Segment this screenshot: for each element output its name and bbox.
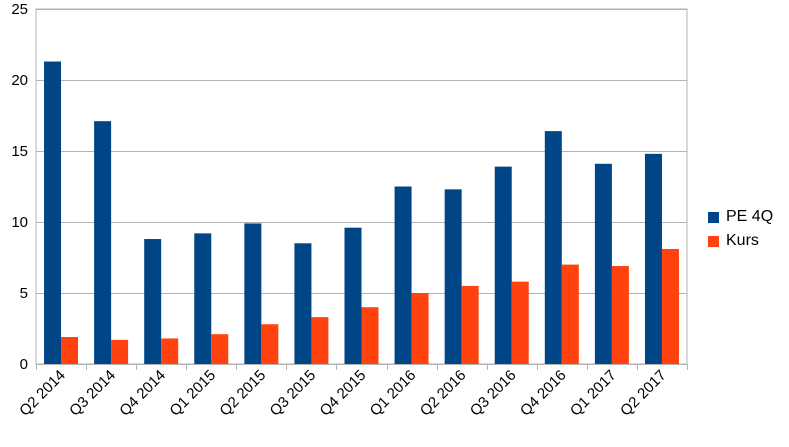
bar-pe-4q: [44, 61, 62, 364]
bar-kurs: [61, 337, 79, 364]
bar-pe-4q: [494, 166, 512, 364]
y-tick-label: 20: [11, 72, 28, 89]
bar-kurs: [161, 338, 179, 364]
legend-label-pe-4q: PE 4Q: [726, 208, 774, 225]
x-tick-label: Q3 2015: [267, 367, 320, 420]
bar-pe-4q: [144, 239, 162, 364]
bar-pe-4q: [94, 121, 112, 365]
x-tick-label: Q3 2014: [66, 367, 119, 420]
bar-pe-4q: [194, 233, 212, 364]
x-tick-label: Q1 2015: [166, 367, 219, 420]
x-tick-label: Q4 2016: [517, 367, 570, 420]
bar-kurs: [361, 307, 379, 364]
x-tick-label: Q4 2015: [317, 367, 370, 420]
bar-kurs: [511, 281, 529, 364]
y-tick-label: 0: [20, 356, 28, 373]
y-tick-label: 25: [11, 1, 28, 18]
legend-item-pe-4q: PE 4Q: [708, 205, 773, 229]
x-tick-label: Q2 2014: [16, 367, 69, 420]
legend-swatch-pe-4q: [708, 211, 719, 223]
legend-item-kurs: Kurs: [708, 229, 773, 253]
x-tick-label: Q2 2016: [417, 367, 470, 420]
bar-kurs: [611, 266, 629, 364]
bar-pe-4q: [644, 153, 662, 364]
bar-pe-4q: [544, 131, 562, 364]
x-tick-label: Q2 2017: [617, 367, 670, 420]
legend: PE 4Q Kurs: [708, 205, 773, 253]
bar-kurs: [261, 324, 279, 364]
x-tick-label: Q2 2015: [216, 367, 269, 420]
bar-kurs: [561, 264, 579, 364]
bar-kurs: [461, 285, 479, 364]
bar-pe-4q: [394, 186, 412, 364]
bar-pe-4q: [244, 223, 262, 364]
y-tick-label: 15: [11, 143, 28, 160]
bar-kurs: [411, 293, 429, 364]
bar-pe-4q: [444, 189, 462, 364]
bar-pe-4q: [594, 163, 612, 364]
bar-kurs: [111, 339, 129, 364]
bar-kurs: [311, 317, 329, 364]
bar-kurs: [211, 334, 229, 364]
x-tick-label: Q1 2016: [367, 367, 420, 420]
bar-kurs: [661, 248, 679, 364]
y-tick-label: 10: [11, 214, 28, 231]
x-tick-label: Q3 2016: [467, 367, 520, 420]
legend-swatch-kurs: [708, 235, 719, 247]
bar-pe-4q: [294, 243, 312, 364]
legend-label-kurs: Kurs: [726, 232, 759, 249]
x-tick-label: Q4 2014: [116, 367, 169, 420]
x-tick-label: Q1 2017: [567, 367, 620, 420]
bar-pe-4q: [344, 227, 362, 364]
y-tick-label: 5: [20, 285, 28, 302]
